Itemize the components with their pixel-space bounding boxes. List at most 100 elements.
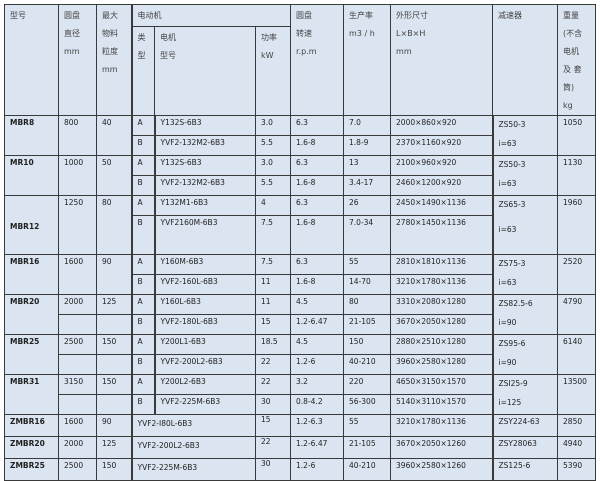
power-cell: 15 [254, 414, 292, 437]
motor-model-cell: Y160M-6B3 [153, 254, 256, 275]
motor-type-cell: B [130, 215, 155, 255]
max-size-cell: 150 [96, 374, 132, 395]
speed-cell: 1.6-8 [290, 175, 345, 196]
reducer-cell: ZS125-6 [491, 458, 559, 481]
reducer-ratio: i=63 [498, 139, 517, 148]
reducer-cell: ZS95-6 i=90 [491, 334, 559, 375]
max-size-cell [96, 394, 132, 415]
dimensions-cell: 5140×3110×1570 [390, 394, 494, 415]
power-cell: 11 [254, 274, 292, 295]
reducer-model: ZS50-3 [498, 160, 526, 169]
table-row: B YVF2-180L-6B3 15 1.2-6.47 21-105 3670×2050×… [5, 314, 596, 335]
reducer-model: ZS95-6 [498, 339, 526, 348]
speed-cell: 1.6-8 [290, 215, 345, 255]
motor-type-cell: A [130, 115, 155, 136]
motor-model-cell: YVF2-132M2-6B3 [153, 135, 256, 156]
diameter-cell [58, 314, 97, 335]
power-cell: 18.5 [254, 334, 292, 355]
weight-cell: 1050 [557, 115, 597, 156]
dimensions-cell: 2370×1160×920 [390, 135, 494, 156]
weight-cell: 1960 [557, 195, 597, 255]
motor-model-cell: Y160L-6B3 [153, 294, 256, 315]
table-row: B YVF2-132M2-6B3 5.5 1.6-8 3.4-17 2460×1200×9… [5, 175, 596, 196]
dimensions-cell: 2810×1810×1136 [390, 254, 494, 275]
table-row: MBR20 2000 125 A Y160L-6B3 11 4.5 80 3310×2080×1… [4, 294, 597, 335]
speed-cell: 4.5 [290, 294, 345, 315]
capacity-cell: 3.4-17 [343, 175, 392, 196]
dimensions-cell: 3960×2580×1280 [390, 354, 494, 375]
diameter-cell: 2500 [58, 458, 97, 481]
capacity-cell: 21-105 [343, 436, 392, 459]
reducer-cell: ZS75-3 i=63 [491, 254, 559, 295]
power-cell: 11 [254, 294, 292, 315]
speed-cell: 3.2 [290, 374, 345, 395]
diameter-cell: 1600 [58, 254, 97, 295]
speed-cell: 1.2-6 [290, 354, 345, 375]
header-max-size: 最大 物料 粒度 mm [96, 4, 132, 116]
speed-cell: 1.2-6.3 [290, 414, 345, 437]
capacity-cell: 55 [343, 414, 392, 437]
reducer-model: ZS65-3 [498, 200, 526, 209]
capacity-cell: 13 [343, 155, 392, 176]
reducer-model: ZS50-3 [498, 120, 526, 129]
motor-model-cell: YVF2-225M-6B3 [130, 458, 256, 481]
max-size-cell [96, 354, 132, 375]
motor-model-cell: Y132S-6B3 [153, 155, 256, 176]
table-row: ZMBR25 2500 150 YVF2-225M-6B3 30 1.2-6 40-210 3… [4, 458, 597, 481]
header-reducer: 减速器 [492, 4, 559, 116]
motor-model-cell: YVF2-I80L-6B3 [130, 414, 256, 437]
header-power: 功率 kW [254, 26, 292, 116]
motor-type-cell: B [130, 394, 155, 415]
dimensions-cell: 3960×2580×1260 [390, 458, 494, 481]
dimensions-cell: 3670×2050×1260 [390, 436, 494, 459]
motor-model-cell: YVF2-200L2-6B3 [153, 354, 256, 375]
power-cell: 3.0 [254, 115, 292, 136]
reducer-cell: ZS65-3 i=63 [491, 195, 559, 255]
model-cell: MR10 [4, 155, 59, 196]
motor-type-cell: B [130, 135, 155, 156]
dimensions-cell: 2450×1490×1136 [390, 195, 494, 216]
model-cell: MBR31 [4, 374, 59, 415]
power-cell: 7.5 [254, 254, 292, 275]
capacity-cell: 40-210 [343, 458, 392, 481]
dimensions-cell: 3210×1780×1136 [390, 414, 494, 437]
speed-cell: 1.2-6.47 [290, 436, 345, 459]
header-diameter: 圆盘 直径 mm [58, 4, 97, 116]
motor-model-cell: YVF2-225M-6B3 [153, 394, 256, 415]
capacity-cell: 21-105 [343, 314, 392, 335]
weight-cell: 2850 [557, 414, 597, 437]
reducer-cell: ZS82.5-6 i=90 [491, 294, 559, 335]
motor-type-cell: A [130, 195, 155, 216]
reducer-cell: ZSY224-63 [491, 414, 559, 437]
speed-cell: 1.6-8 [290, 135, 345, 156]
table-row: MBR25 2500 150 A Y200L1-6B3 18.5 4.5 150 2880×25… [4, 334, 597, 375]
weight-cell: 4940 [557, 436, 597, 459]
table-row: MBR12 1250 80 A Y132M1-6B3 4 6.3 26 2450×1490×11… [4, 195, 597, 255]
diameter-cell: 3150 [58, 374, 97, 395]
header-motor-type: 类 型 [130, 26, 155, 116]
model-cell: MBR8 [4, 115, 59, 156]
weight-cell: 13500 [557, 374, 597, 415]
speed-cell: 0.8-4.2 [290, 394, 345, 415]
power-cell: 22 [254, 354, 292, 375]
power-cell: 22 [254, 374, 292, 395]
capacity-cell: 150 [343, 334, 392, 355]
power-cell: 4 [254, 195, 292, 216]
dimensions-cell: 2000×860×920 [390, 115, 494, 136]
diameter-cell: 1000 [58, 155, 97, 196]
motor-type-cell: A [130, 334, 155, 355]
header-capacity: 生产率 m3 / h [343, 4, 392, 116]
diameter-cell [58, 354, 97, 375]
speed-cell: 1.2-6.47 [290, 314, 345, 335]
speed-cell: 4.5 [290, 334, 345, 355]
reducer-cell: ZSI25-9 i=125 [491, 374, 559, 415]
diameter-cell: 800 [58, 115, 97, 156]
power-cell: 5.5 [254, 175, 292, 196]
diameter-cell [58, 394, 97, 415]
capacity-cell: 55 [343, 254, 392, 275]
power-cell: 7.5 [254, 215, 292, 255]
header-speed: 圆盘 转速 r.p.m [290, 4, 345, 116]
motor-model-cell: YVF2-180L-6B3 [153, 314, 256, 335]
power-cell: 22 [254, 436, 292, 459]
speed-cell: 1.2-6 [290, 458, 345, 481]
